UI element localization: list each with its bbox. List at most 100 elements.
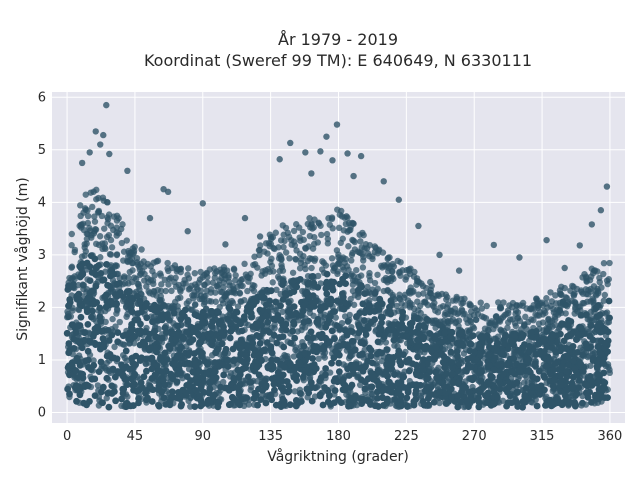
data-point	[146, 382, 154, 390]
data-point	[314, 239, 321, 246]
data-point	[275, 334, 283, 341]
data-point	[477, 367, 484, 374]
data-point	[601, 339, 609, 347]
data-point	[506, 392, 514, 400]
data-point	[398, 315, 406, 322]
data-point	[366, 296, 373, 304]
data-point	[549, 382, 557, 390]
data-point	[105, 403, 113, 411]
data-point	[262, 399, 270, 407]
data-point	[371, 279, 379, 287]
data-point	[601, 379, 609, 387]
data-point	[364, 250, 372, 257]
data-point	[140, 373, 148, 381]
data-point	[331, 399, 338, 407]
data-point	[514, 346, 522, 354]
data-point	[122, 304, 130, 311]
data-point	[411, 314, 419, 322]
data-point	[584, 298, 591, 305]
data-point	[65, 340, 73, 347]
data-point	[122, 347, 130, 355]
data-point	[566, 398, 574, 406]
data-point	[315, 355, 322, 362]
data-point	[441, 363, 449, 371]
data-point	[90, 330, 98, 338]
data-point	[324, 240, 332, 247]
data-point	[474, 387, 482, 395]
data-point	[486, 337, 494, 345]
data-point	[266, 328, 273, 336]
data-point	[76, 391, 84, 399]
x-tick-label: 225	[394, 429, 419, 444]
data-point	[186, 349, 193, 357]
data-point	[600, 297, 608, 304]
data-point	[556, 299, 564, 307]
data-point	[330, 354, 338, 362]
data-point	[80, 209, 87, 216]
data-point	[293, 283, 301, 291]
data-point	[184, 271, 191, 278]
data-point	[494, 394, 501, 401]
data-point	[467, 363, 475, 371]
data-point	[268, 255, 275, 262]
outlier-point	[256, 233, 264, 240]
data-point	[413, 366, 421, 374]
data-point	[306, 255, 313, 262]
data-point	[241, 260, 248, 268]
data-point	[595, 290, 602, 297]
data-point	[66, 274, 73, 282]
data-point	[191, 301, 199, 309]
data-point	[569, 282, 576, 290]
data-point	[133, 292, 141, 300]
data-point	[234, 366, 242, 374]
outlier-point	[490, 241, 498, 249]
data-point	[271, 386, 278, 394]
data-point	[246, 334, 254, 342]
data-point	[313, 348, 321, 356]
data-point	[88, 313, 95, 321]
outlier-point	[455, 267, 463, 274]
data-point	[394, 352, 402, 359]
data-point	[99, 194, 107, 201]
data-point	[196, 295, 203, 303]
data-point	[366, 344, 373, 352]
data-point	[519, 302, 526, 309]
data-point	[293, 247, 300, 254]
data-point	[119, 389, 127, 397]
data-point	[193, 283, 200, 291]
data-point	[302, 265, 309, 273]
outlier-point	[241, 214, 249, 222]
data-point	[349, 370, 357, 377]
data-point	[410, 397, 418, 405]
data-point	[136, 356, 144, 364]
outlier-point	[199, 200, 206, 207]
data-point	[531, 305, 538, 312]
data-point	[122, 400, 130, 408]
data-point	[141, 277, 148, 284]
data-point	[68, 263, 76, 270]
data-point	[245, 401, 253, 408]
data-point	[348, 337, 356, 345]
data-point	[116, 318, 123, 326]
data-point	[307, 303, 315, 311]
data-point	[209, 375, 216, 383]
data-point	[513, 388, 521, 396]
data-point	[453, 348, 461, 356]
data-point	[262, 301, 270, 309]
data-point	[337, 239, 344, 247]
data-point	[390, 321, 397, 329]
data-point	[227, 369, 235, 377]
data-point	[432, 368, 440, 376]
data-point	[91, 218, 99, 225]
data-point	[440, 317, 448, 325]
data-point	[397, 259, 404, 266]
data-point	[316, 306, 324, 314]
y-tick-label: 5	[38, 143, 46, 158]
data-point	[558, 283, 565, 290]
data-point	[304, 334, 312, 342]
data-point	[91, 339, 99, 347]
data-point	[490, 400, 498, 408]
data-point	[199, 349, 206, 357]
outlier-point	[146, 214, 154, 222]
data-point	[232, 308, 240, 316]
